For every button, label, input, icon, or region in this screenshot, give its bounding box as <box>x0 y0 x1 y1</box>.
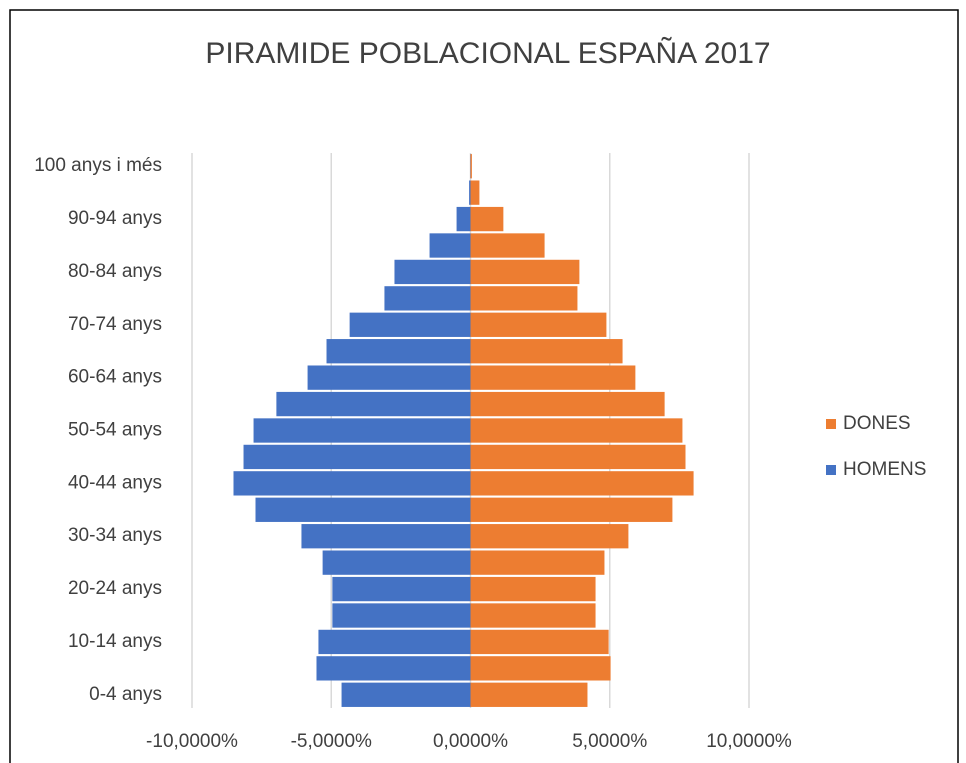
y-tick-label: 70-74 anys <box>68 314 162 335</box>
bar <box>470 603 596 628</box>
y-tick-label: 80-84 anys <box>68 261 162 282</box>
bar <box>470 259 580 285</box>
y-tick-label: 0-4 anys <box>89 684 162 705</box>
y-tick-label: 90-94 anys <box>68 208 162 229</box>
bar <box>307 365 471 390</box>
bar <box>470 233 545 258</box>
y-tick-label: 50-54 anys <box>68 420 162 441</box>
bar <box>470 629 609 655</box>
x-tick-label: -5,0000% <box>291 731 372 752</box>
y-tick-label: 60-64 anys <box>68 367 162 388</box>
x-tick-label: 0,0000% <box>433 731 508 752</box>
bar <box>470 550 605 575</box>
bar <box>326 339 471 364</box>
legend-swatch <box>826 465 836 475</box>
legend-label: HOMENS <box>843 459 926 480</box>
chart-title: PIRAMIDE POBLACIONAL ESPAÑA 2017 <box>205 36 770 70</box>
bar <box>233 471 471 496</box>
legend-swatch <box>826 419 836 429</box>
bar <box>470 391 665 417</box>
bar <box>469 180 471 205</box>
bar <box>322 550 471 575</box>
bar <box>470 444 686 470</box>
bar <box>470 418 683 443</box>
bar <box>253 418 471 443</box>
bar <box>470 656 611 681</box>
bar <box>316 656 471 681</box>
y-tick-label: 40-44 anys <box>68 472 162 493</box>
bar <box>318 629 471 655</box>
bar <box>470 365 636 390</box>
y-tick-label: 30-34 anys <box>68 525 162 546</box>
bar <box>470 154 472 179</box>
bar <box>332 576 471 602</box>
bar <box>243 444 471 470</box>
y-tick-label: 20-24 anys <box>68 578 162 599</box>
bar <box>470 576 596 602</box>
bar <box>470 339 623 364</box>
bar <box>470 312 607 337</box>
bar <box>470 471 694 496</box>
y-tick-label: 10-14 anys <box>68 631 162 652</box>
bar <box>255 497 471 522</box>
bar <box>470 206 504 232</box>
legend-label: DONES <box>843 413 911 434</box>
bar <box>429 233 471 258</box>
bar <box>394 259 471 285</box>
bar <box>384 286 471 311</box>
bar <box>332 603 471 628</box>
bar <box>470 497 673 522</box>
bar <box>470 524 629 549</box>
x-tick-label: 5,0000% <box>572 731 647 752</box>
y-tick-label: 100 anys i més <box>34 155 162 176</box>
bar <box>349 312 471 337</box>
bar <box>341 682 471 707</box>
bar <box>456 206 471 232</box>
x-tick-label: -10,0000% <box>146 731 238 752</box>
bar <box>276 391 471 417</box>
bar <box>470 286 578 311</box>
x-tick-label: 10,0000% <box>706 731 792 752</box>
bar <box>301 524 471 549</box>
bar <box>470 180 480 205</box>
bar <box>470 682 588 707</box>
